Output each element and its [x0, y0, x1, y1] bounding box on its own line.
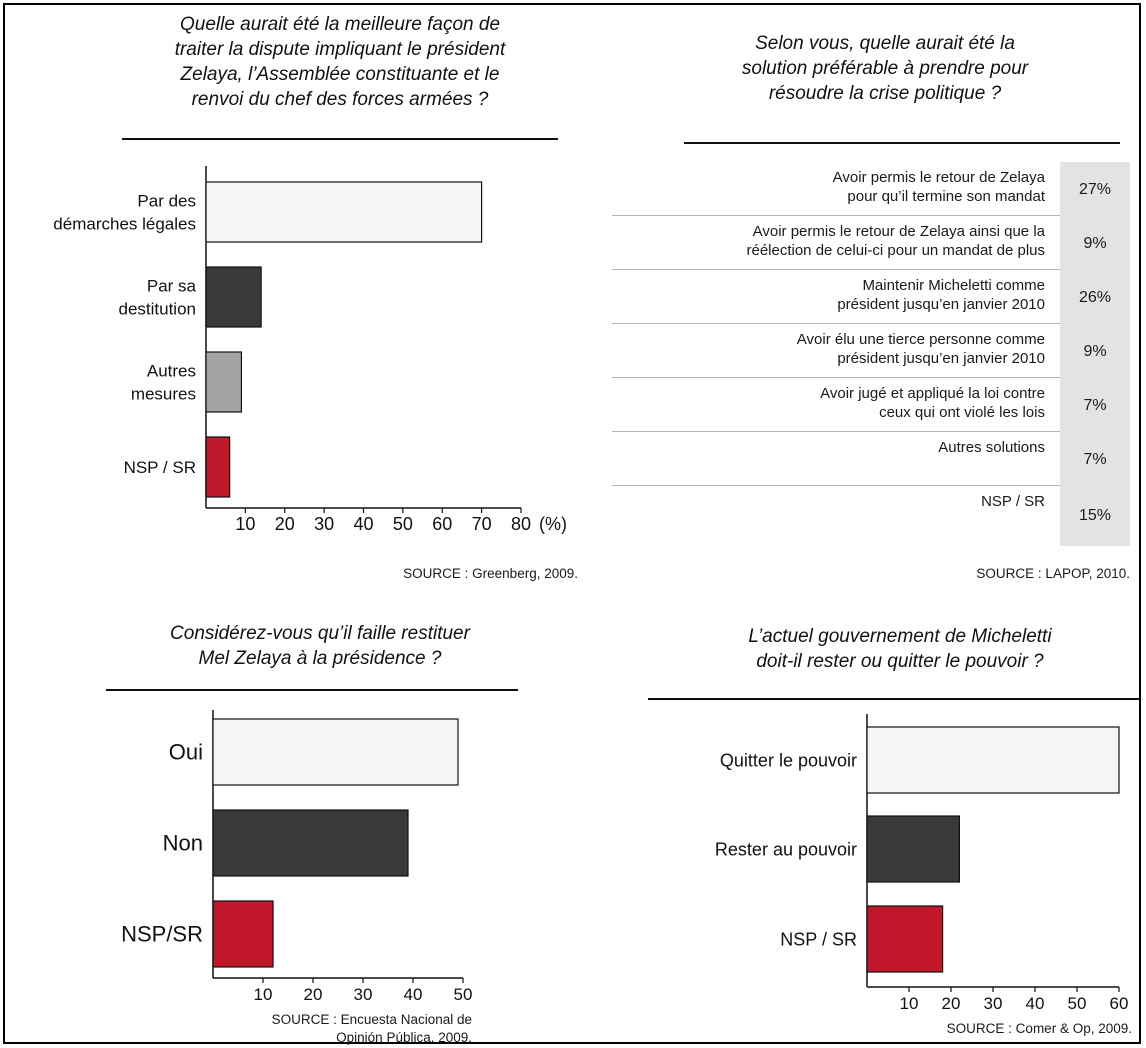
solutions-table: Avoir permis le retour de Zelaya pour qu… — [612, 162, 1130, 546]
chart3-bar — [212, 718, 459, 786]
chart1-category-label: Autres mesures — [131, 361, 196, 403]
chart1-bar — [205, 436, 231, 498]
chart1-source: SOURCE : Greenberg, 2009. — [403, 566, 578, 581]
chart1-tick-label: 20 — [275, 514, 295, 534]
chart3-tick-label: 10 — [254, 985, 273, 1004]
table-row: Avoir jugé et appliqué la loi contre ceu… — [612, 378, 1130, 433]
chart1-title-rule — [122, 138, 558, 140]
chart4-tick-label: 20 — [942, 994, 961, 1013]
chart1-category-label-line: démarches légales — [53, 214, 196, 233]
table-row: Avoir permis le retour de Zelaya pour qu… — [612, 162, 1130, 217]
table-row: Autres solutions 7% — [612, 432, 1130, 487]
chart3-category-label: NSP/SR — [121, 922, 203, 947]
table-row-label: NSP / SR — [981, 493, 1045, 510]
table-row-value: 27% — [1060, 162, 1130, 217]
chart4-tick-label: 10 — [900, 994, 919, 1013]
chart1-tick-label: 80 — [511, 514, 531, 534]
chart1-tick-label: 70 — [472, 514, 492, 534]
chart4-source: SOURCE : Comer & Op, 2009. — [946, 1021, 1132, 1036]
table-row-value: 15% — [1060, 486, 1130, 546]
table-row-value: 7% — [1060, 432, 1130, 487]
chart1-tick-label: 10 — [235, 514, 255, 534]
chart4-category-label: Quitter le pouvoir — [720, 750, 857, 770]
table-row: NSP / SR 15% — [612, 486, 1130, 546]
chart4-title-rule — [648, 698, 1140, 700]
table-row: Maintenir Micheletti comme président jus… — [612, 270, 1130, 325]
chart4-bar — [866, 815, 961, 883]
chart4-category-label: NSP / SR — [780, 929, 857, 949]
table-row-label: Avoir permis le retour de Zelaya pour qu… — [832, 169, 1045, 205]
chart1-category-label: Par des démarches légales — [53, 191, 196, 233]
chart4-category-label-line: Rester au pouvoir — [715, 839, 857, 859]
table-row: Avoir permis le retour de Zelaya ainsi q… — [612, 216, 1130, 271]
table-title-rule — [684, 142, 1120, 144]
chart4-title: L’actuel gouvernement de Micheletti doit… — [748, 626, 1052, 672]
chart3-source-line2: Opinión Pública, 2009. — [336, 1030, 472, 1045]
table-row: Avoir élu une tierce personne comme prés… — [612, 324, 1130, 379]
chart1-bar — [205, 181, 483, 243]
chart3-category-label-line: Oui — [169, 740, 203, 765]
chart1-category-label-line: NSP / SR — [124, 458, 196, 477]
chart4-tick-label: 30 — [984, 994, 1003, 1013]
chart1-bar — [205, 351, 243, 413]
chart4-category-label-line: Quitter le pouvoir — [720, 750, 857, 770]
chart1-category-label: NSP / SR — [124, 458, 196, 477]
table-source: SOURCE : LAPOP, 2010. — [976, 566, 1130, 581]
table-row-value: 9% — [1060, 324, 1130, 379]
chart1-bar — [205, 266, 262, 328]
chart4-tick-label: 60 — [1110, 994, 1129, 1013]
chart1-category-label: Par sa destitution — [119, 276, 197, 318]
chart3-title: Considérez-vous qu’il faille restituer M… — [170, 623, 470, 669]
chart1-tick-label: 50 — [393, 514, 413, 534]
table-row-label: Maintenir Micheletti comme président jus… — [837, 277, 1045, 313]
chart3-category-label-line: Non — [163, 831, 203, 856]
table-row-label: Autres solutions — [938, 439, 1045, 456]
table-row-value: 7% — [1060, 378, 1130, 433]
figure-frame — [3, 3, 1141, 1044]
chart4-tick-label: 40 — [1026, 994, 1045, 1013]
chart1-category-label-line: mesures — [131, 384, 196, 403]
chart1-category-label-line: Par des — [137, 191, 196, 210]
chart1-category-label-line: Par sa — [147, 276, 197, 295]
chart3-tick-label: 30 — [354, 985, 373, 1004]
chart1-unit-label: (%) — [539, 514, 567, 534]
table-row-label: Avoir jugé et appliqué la loi contre ceu… — [820, 385, 1045, 421]
chart1-category-label-line: Autres — [147, 361, 196, 380]
chart4-category-label-line: NSP / SR — [780, 929, 857, 949]
table-title: Selon vous, quelle aurait été la solutio… — [741, 33, 1029, 104]
chart3-title-rule — [106, 689, 518, 691]
chart1-title: Quelle aurait été la meilleure façon de … — [174, 14, 506, 110]
chart3-bar — [212, 809, 409, 877]
chart4-bar — [866, 726, 1120, 794]
chart3-tick-label: 20 — [304, 985, 323, 1004]
table-row-label: Avoir permis le retour de Zelaya ainsi q… — [746, 223, 1045, 259]
chart1-category-label-line: destitution — [119, 299, 197, 318]
table-row-value: 9% — [1060, 216, 1130, 271]
chart4-category-label: Rester au pouvoir — [715, 839, 857, 859]
chart3-bar — [212, 900, 274, 968]
chart1-tick-label: 30 — [314, 514, 334, 534]
chart3-category-label-line: NSP/SR — [121, 922, 203, 947]
chart3-source-line1: SOURCE : Encuesta Nacional de — [271, 1012, 472, 1027]
chart4-tick-label: 50 — [1068, 994, 1087, 1013]
table-row-value: 26% — [1060, 270, 1130, 325]
chart3-category-label: Oui — [169, 740, 203, 765]
chart3-tick-label: 40 — [404, 985, 423, 1004]
chart3-category-label: Non — [163, 831, 203, 856]
chart1-tick-label: 60 — [432, 514, 452, 534]
chart3-tick-label: 50 — [454, 985, 473, 1004]
chart1-tick-label: 40 — [353, 514, 373, 534]
table-row-label: Avoir élu une tierce personne comme prés… — [796, 331, 1045, 367]
chart4-bar — [866, 905, 944, 973]
